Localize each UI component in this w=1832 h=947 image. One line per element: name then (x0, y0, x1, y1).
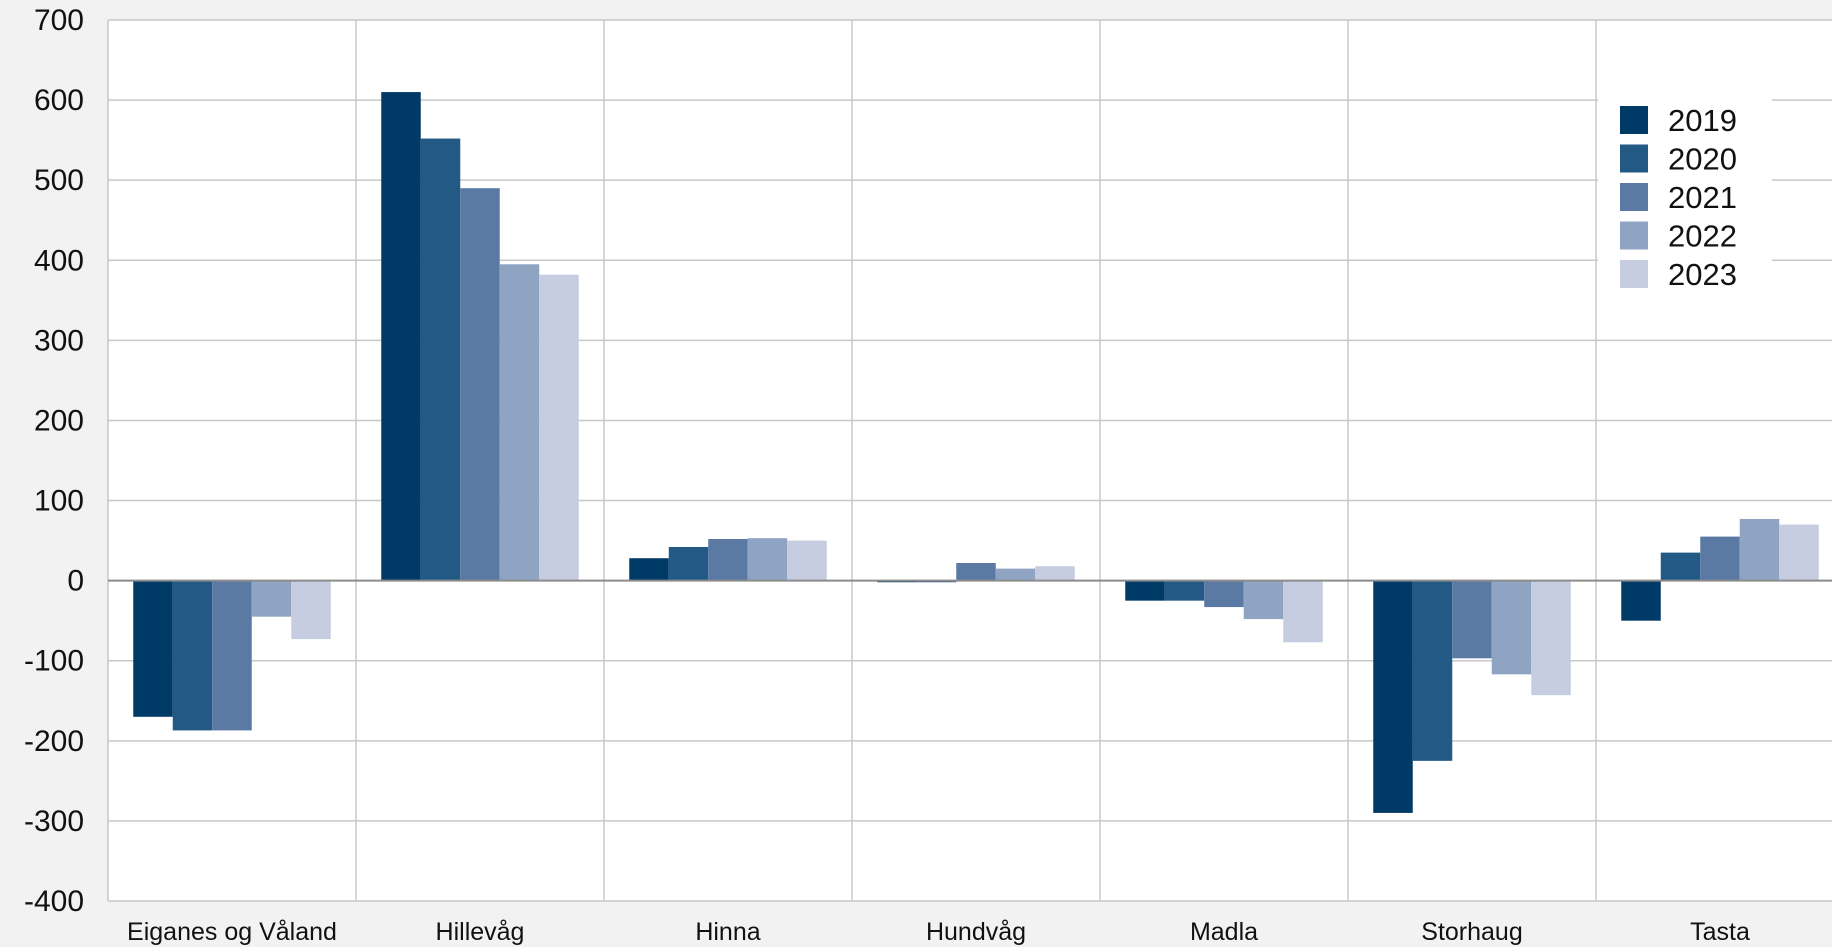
y-tick-label: 0 (67, 565, 84, 598)
y-tick-label: -100 (24, 645, 84, 678)
bar-2019-5 (1373, 580, 1413, 813)
bar-2022-1 (499, 264, 540, 581)
bar-2021-0 (212, 580, 252, 731)
bar-2022-3 (995, 568, 1036, 581)
x-tick-label: Eiganes og Våland (127, 918, 337, 946)
bar-2023-4 (1283, 580, 1323, 643)
bar-2022-2 (747, 538, 788, 581)
bar-2022-0 (251, 580, 292, 617)
bar-2020-4 (1164, 580, 1205, 601)
y-tick-label: 500 (34, 164, 84, 197)
axis-layer: 700 600 500 400 300 200 100 0 -100 -200 -300 -400 Ei… (24, 4, 1832, 946)
x-tick-label: Storhaug (1421, 918, 1522, 946)
bar-2019-4 (1125, 580, 1165, 601)
bar-2020-6 (1660, 552, 1701, 581)
bar-2021-4 (1204, 580, 1244, 608)
x-tick-label: Madla (1190, 918, 1258, 946)
x-tick-label: Hinna (695, 918, 760, 946)
bar-2023-5 (1531, 580, 1571, 696)
y-tick-label: 600 (34, 84, 84, 117)
y-tick-label: -400 (24, 885, 84, 918)
x-tick-label: Tasta (1690, 918, 1750, 946)
bar-2023-1 (539, 274, 579, 581)
bar-2022-6 (1739, 518, 1780, 581)
bar-2020-1 (420, 138, 461, 581)
bar-2021-3 (956, 563, 996, 581)
bar-2020-0 (172, 580, 213, 731)
y-tick-label: 200 (34, 404, 84, 437)
bar-2023-0 (291, 580, 331, 640)
bar-2019-2 (629, 558, 669, 581)
legend-label: 2019 (1668, 103, 1737, 138)
bar-2020-2 (668, 546, 709, 581)
y-tick-label: -300 (24, 805, 84, 838)
y-tick-label: 400 (34, 244, 84, 277)
bar-2022-4 (1243, 580, 1284, 620)
y-tick-label: 700 (34, 4, 84, 37)
bar-2023-3 (1035, 566, 1075, 581)
y-tick-label: 300 (34, 324, 84, 357)
legend-label: 2020 (1668, 142, 1737, 177)
bar-2021-1 (460, 188, 500, 581)
legend-label: 2021 (1668, 180, 1737, 215)
x-tick-label: Hillevåg (436, 918, 525, 946)
legend-swatch-2020 (1620, 144, 1648, 173)
bar-2020-5 (1412, 580, 1453, 761)
bar-2021-6 (1700, 536, 1740, 581)
bar-2021-2 (708, 538, 748, 581)
legend-swatch-2019 (1620, 106, 1648, 134)
bar-2023-2 (787, 540, 827, 581)
y-tick-label: 100 (34, 485, 84, 518)
legend-swatch-2022 (1620, 221, 1648, 250)
bar-2023-6 (1779, 524, 1819, 581)
legend-swatch-2021 (1620, 183, 1648, 211)
legend-label: 2022 (1668, 219, 1737, 254)
bar-2021-5 (1452, 580, 1492, 659)
plot-area (108, 20, 1832, 901)
bars-layer (133, 92, 1819, 813)
bar-2019-0 (133, 580, 173, 717)
legend-label: 2023 (1668, 257, 1737, 292)
bar-2022-5 (1491, 580, 1532, 675)
bar-2019-6 (1621, 580, 1661, 621)
bar-2019-1 (381, 92, 421, 581)
x-tick-label: Hundvåg (926, 918, 1026, 946)
y-tick-label: -200 (24, 725, 84, 758)
legend-swatch-2023 (1620, 260, 1648, 288)
